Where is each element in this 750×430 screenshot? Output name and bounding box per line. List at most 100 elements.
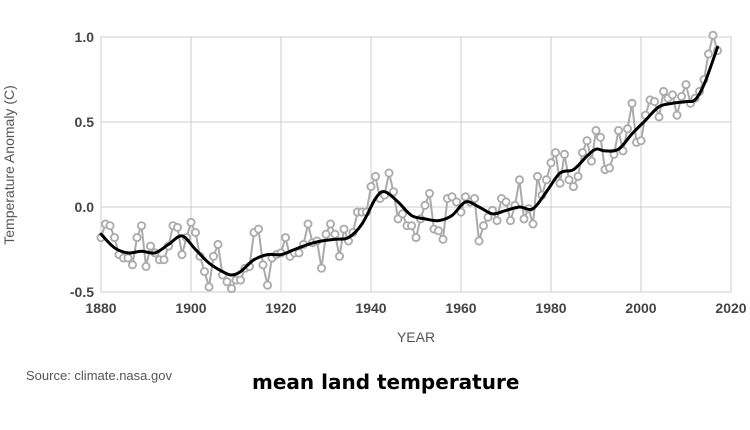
x-tick-label: 2000	[625, 300, 656, 316]
annual-point	[474, 236, 484, 246]
annual-point	[659, 86, 669, 96]
x-tick-label: 1900	[175, 300, 206, 316]
annual-point	[551, 148, 561, 158]
annual-point	[704, 49, 714, 59]
annual-point	[190, 227, 200, 237]
annual-point	[451, 197, 461, 207]
annual-point	[515, 175, 525, 185]
annual-point	[186, 217, 196, 227]
x-tick-label: 1980	[535, 300, 566, 316]
annual-point	[555, 178, 565, 188]
annual-point	[469, 193, 479, 203]
annual-point	[123, 253, 133, 263]
y-tick-label: 1.0	[75, 29, 95, 45]
x-tick-label: 1960	[445, 300, 476, 316]
annual-point	[105, 221, 115, 231]
smoothed-line	[99, 45, 719, 277]
annual-point	[325, 219, 335, 229]
annual-point	[618, 146, 628, 156]
y-axis-title: Temperature Anomaly (C)	[1, 85, 17, 245]
x-axis-title: YEAR	[397, 329, 435, 345]
annual-point	[614, 126, 624, 136]
annual-point	[208, 251, 218, 261]
annual-line	[100, 31, 719, 291]
annual-point	[519, 214, 529, 224]
annual-point	[546, 158, 556, 168]
annual-point	[177, 250, 187, 260]
chart-grid	[100, 36, 732, 293]
annual-point	[411, 233, 421, 243]
annual-point	[623, 124, 633, 134]
annual-point	[668, 90, 678, 100]
annual-point	[321, 229, 331, 239]
annual-point	[127, 260, 137, 270]
annual-point	[681, 80, 691, 90]
y-tick-label: -0.5	[70, 284, 94, 300]
annual-point	[501, 197, 511, 207]
annual-point	[569, 182, 579, 192]
annual-point	[636, 136, 646, 146]
annual-point	[587, 156, 597, 166]
annual-point	[334, 251, 344, 261]
chart-caption: mean land temperature	[252, 370, 520, 394]
annual-point	[303, 219, 313, 229]
annual-point	[406, 221, 416, 231]
x-tick-label: 1940	[355, 300, 386, 316]
annual-point	[132, 233, 142, 243]
annual-point	[366, 182, 376, 192]
annual-point	[204, 282, 214, 292]
y-tick-label: 0.0	[75, 199, 95, 215]
annual-point	[339, 224, 349, 234]
annual-point	[582, 136, 592, 146]
annual-point	[596, 132, 606, 142]
smoothed-series	[99, 45, 719, 277]
x-tick-label: 1920	[265, 300, 296, 316]
annual-point	[492, 216, 502, 226]
tick-labels: 1880 1900 1920 1940 1960 1980 2000 2020 1.0 0.5 0.…	[70, 29, 747, 316]
annual-point	[222, 277, 232, 287]
annual-point	[262, 280, 272, 290]
annual-point	[384, 168, 394, 178]
annual-point	[542, 175, 552, 185]
annual-point	[605, 163, 615, 173]
annual-point	[253, 224, 263, 234]
annual-point	[199, 267, 209, 277]
annual-point	[627, 98, 637, 108]
annual-point	[438, 234, 448, 244]
annual-point	[235, 275, 245, 285]
annual-point	[159, 255, 169, 265]
annual-point	[213, 239, 223, 249]
temperature-chart: 1880 1900 1920 1940 1960 1980 2000 2020 1.0 0.5 0.…	[1, 29, 747, 345]
annual-point	[141, 261, 151, 271]
annual-point	[420, 200, 430, 210]
y-tick-label: 0.5	[75, 114, 95, 130]
annual-point	[136, 221, 146, 231]
annual-point	[145, 241, 155, 251]
annual-point	[560, 149, 570, 159]
annual-point	[258, 260, 268, 270]
annual-point	[677, 92, 687, 102]
annual-point	[591, 126, 601, 136]
annual-point	[654, 112, 664, 122]
annual-point	[708, 30, 718, 40]
annual-point	[397, 209, 407, 219]
annual-point	[316, 263, 326, 273]
annual-point	[578, 148, 588, 158]
source-text: Source: climate.nasa.gov	[26, 368, 172, 383]
annual-point	[533, 171, 543, 181]
annual-point	[564, 175, 574, 185]
annual-point	[433, 226, 443, 236]
annual-point	[650, 97, 660, 107]
annual-point	[226, 284, 236, 294]
annual-point	[370, 171, 380, 181]
annual-point	[110, 233, 120, 243]
annual-point	[505, 216, 515, 226]
annual-point	[388, 187, 398, 197]
annual-point	[528, 219, 538, 229]
x-tick-label: 1880	[85, 300, 116, 316]
annual-point	[478, 221, 488, 231]
annual-point	[330, 229, 340, 239]
annual-point	[424, 188, 434, 198]
annual-point	[573, 171, 583, 181]
annual-point	[294, 248, 304, 258]
